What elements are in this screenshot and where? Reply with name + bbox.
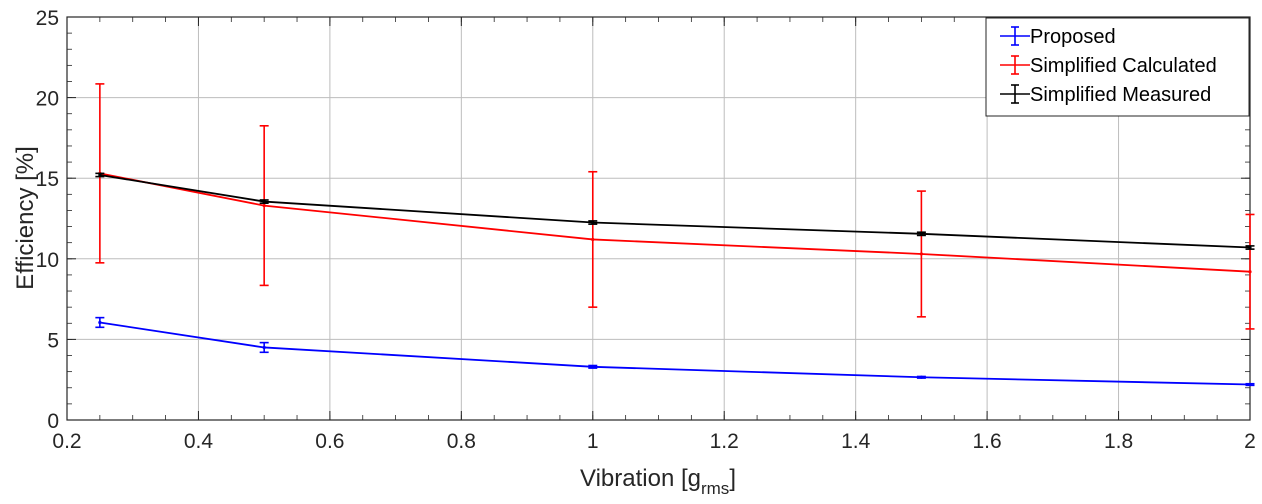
data-point bbox=[919, 252, 923, 256]
y-tick-label: 10 bbox=[36, 249, 59, 272]
x-tick-label: 1.6 bbox=[973, 430, 1002, 453]
y-tick-label: 5 bbox=[47, 329, 59, 352]
x-tick-labels: 0.2 0.4 0.6 0.8 1 1.2 1.4 1.6 1.8 2 bbox=[52, 430, 1255, 453]
legend-box bbox=[985, 17, 1250, 117]
data-point bbox=[919, 232, 923, 236]
y-tick-label: 25 bbox=[36, 7, 59, 30]
x-tick-label: 2 bbox=[1244, 430, 1256, 453]
y-tick-labels: 0 5 10 15 20 25 bbox=[36, 7, 59, 433]
series-simplified-calculated bbox=[95, 83, 1255, 330]
series-simplified-measured bbox=[95, 172, 1255, 250]
series-proposed bbox=[95, 316, 1255, 387]
x-tick-label: 0.8 bbox=[447, 430, 476, 453]
data-point bbox=[591, 237, 595, 242]
data-point bbox=[262, 199, 266, 204]
x-axis-title: Vibration [grms] bbox=[580, 465, 736, 498]
legend: Proposed Simplified Calculated Simplified … bbox=[985, 17, 1250, 117]
x-tick-label: 1.2 bbox=[710, 430, 739, 453]
y-tick-label: 0 bbox=[47, 410, 59, 433]
legend-label: Simplified Measured bbox=[1030, 84, 1211, 106]
y-axis-title: Efficiency [%] bbox=[12, 146, 39, 290]
data-point bbox=[1248, 245, 1252, 250]
y-tick-label: 20 bbox=[36, 88, 59, 111]
y-tick-label: 15 bbox=[36, 168, 59, 191]
x-tick-label: 1.8 bbox=[1104, 430, 1133, 453]
data-point bbox=[919, 375, 923, 379]
data-point bbox=[1248, 382, 1252, 387]
x-tick-label: 0.4 bbox=[184, 430, 214, 453]
x-tick-label: 0.2 bbox=[52, 430, 81, 453]
series-layer bbox=[95, 83, 1255, 387]
data-point bbox=[591, 365, 595, 369]
data-point bbox=[1248, 270, 1252, 274]
data-point bbox=[262, 204, 266, 208]
legend-label: Simplified Calculated bbox=[1030, 55, 1217, 77]
legend-entry: Simplified Calculated bbox=[1000, 55, 1217, 77]
x-tick-label: 1 bbox=[587, 430, 599, 453]
x-tick-label: 0.6 bbox=[315, 430, 344, 453]
legend-entry: Proposed bbox=[1000, 26, 1116, 48]
legend-label: Proposed bbox=[1030, 26, 1116, 48]
x-tick-label: 1.4 bbox=[841, 430, 871, 453]
data-point bbox=[591, 220, 595, 225]
data-point bbox=[262, 345, 266, 350]
data-point bbox=[98, 320, 102, 325]
data-point bbox=[98, 173, 102, 177]
legend-entry: Simplified Measured bbox=[1000, 84, 1211, 106]
